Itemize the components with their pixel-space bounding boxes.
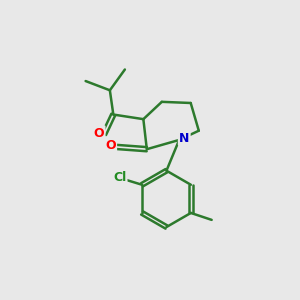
Text: O: O <box>94 127 104 140</box>
Text: O: O <box>105 139 116 152</box>
Text: Cl: Cl <box>113 171 126 184</box>
Text: N: N <box>179 132 189 145</box>
